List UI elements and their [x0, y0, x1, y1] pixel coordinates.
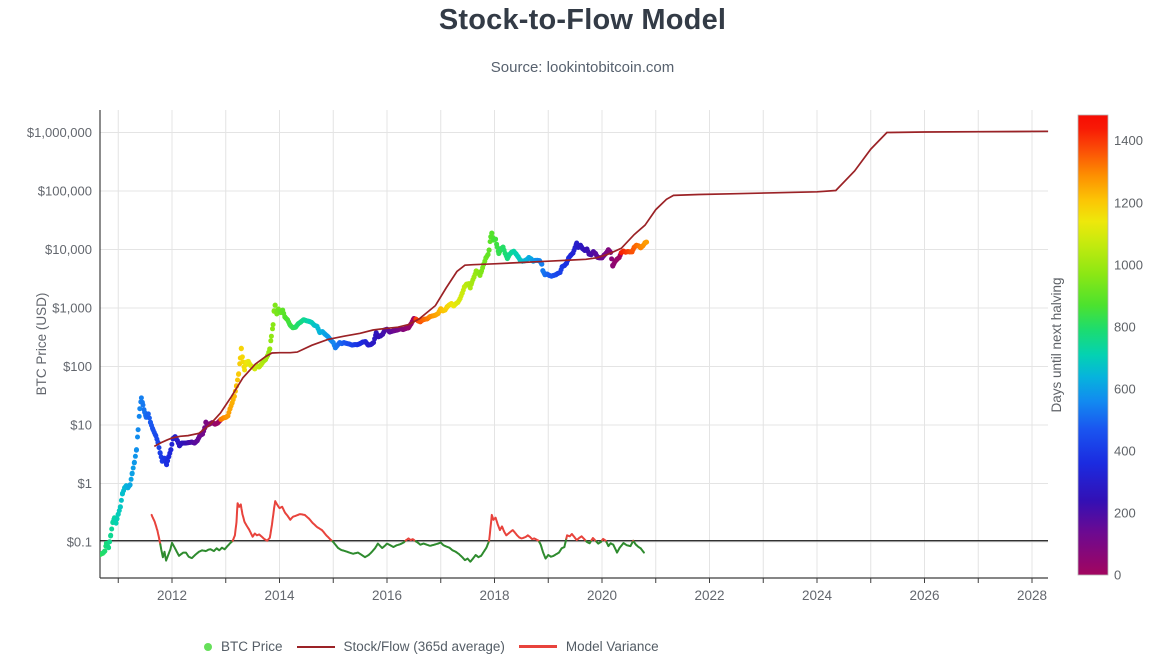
y-axis-title: BTC Price (USD)	[34, 293, 49, 396]
y-axis-labels: $1,000,000 $100,000 $10,000 $1,000 $100 $10 $1…	[27, 125, 92, 550]
svg-text:$100: $100	[63, 359, 92, 374]
svg-text:2014: 2014	[264, 588, 295, 603]
svg-text:0: 0	[1114, 568, 1121, 583]
colorbar-tick-labels: 0 200 400 600 800 1000 1200 1400	[1114, 133, 1143, 582]
legend-item-model-variance[interactable]: Model Variance	[518, 639, 659, 654]
svg-text:2020: 2020	[587, 588, 617, 603]
legend-item-stock-flow[interactable]: Stock/Flow (365d average)	[296, 639, 505, 654]
svg-text:2018: 2018	[479, 588, 509, 603]
legend-item-btc-price[interactable]: BTC Price	[204, 639, 283, 654]
page-title: Stock-to-Flow Model	[438, 4, 727, 36]
colorbar-title: Days until next halving	[1049, 277, 1064, 412]
svg-text:600: 600	[1114, 381, 1136, 396]
svg-text:2024: 2024	[802, 588, 833, 603]
btc-price-dot-marker	[204, 642, 212, 651]
svg-text:$10,000: $10,000	[45, 242, 92, 257]
svg-text:$10: $10	[70, 418, 92, 433]
stock-flow-line-marker	[296, 645, 335, 648]
svg-text:2022: 2022	[694, 588, 724, 603]
svg-text:800: 800	[1114, 319, 1136, 334]
legend-label-model-variance: Model Variance	[565, 639, 659, 654]
legend-label-stock-flow: Stock/Flow (365d average)	[343, 639, 505, 654]
axes	[99, 110, 1048, 583]
legend-label-btc-price: BTC Price	[221, 639, 283, 654]
svg-text:$1: $1	[78, 476, 92, 491]
svg-text:2016: 2016	[372, 588, 402, 603]
model-variance-line[interactable]	[150, 500, 645, 563]
svg-text:$1,000,000: $1,000,000	[27, 125, 92, 140]
plot-grid	[100, 110, 1048, 578]
svg-text:200: 200	[1114, 506, 1136, 521]
svg-text:$100,000: $100,000	[38, 184, 92, 199]
svg-text:2026: 2026	[909, 588, 939, 603]
page-subtitle: Source: lookintobitcoin.com	[490, 59, 675, 76]
svg-text:2012: 2012	[157, 588, 187, 603]
x-axis-labels: 2012 2014 2016 2018 2020 2022 2024 2026 2028	[157, 588, 1047, 603]
chart-legend: BTC Price Stock/Flow (365d average) Mode…	[204, 639, 659, 654]
stock-flow-line[interactable]	[153, 130, 1049, 448]
btc-price-scatter[interactable]	[93, 230, 650, 558]
colorbar: 0 200 400 600 800 1000 1200 1400 Days until next…	[1049, 114, 1143, 583]
svg-text:400: 400	[1114, 443, 1136, 458]
svg-text:1200: 1200	[1114, 195, 1143, 210]
svg-text:1400: 1400	[1114, 133, 1143, 148]
model-variance-line-marker	[518, 645, 557, 648]
svg-text:$0.1: $0.1	[67, 535, 92, 550]
svg-text:2028: 2028	[1017, 588, 1047, 603]
svg-text:$1,000: $1,000	[52, 301, 92, 316]
svg-text:1000: 1000	[1114, 257, 1143, 272]
